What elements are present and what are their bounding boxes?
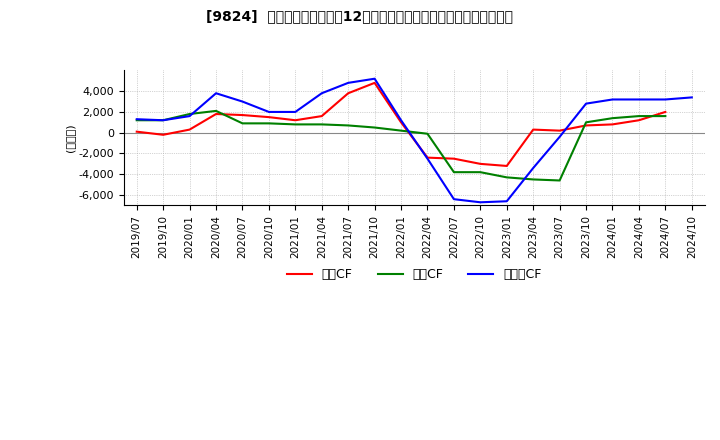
- 投資CF: [370, 125, 379, 130]
- 投資CF: [582, 120, 590, 125]
- 投資CF: [529, 177, 538, 182]
- 投資CF: [634, 114, 643, 119]
- 営業CF: [503, 163, 511, 169]
- Legend: 営業CF, 投資CF, フリーCF: 営業CF, 投資CF, フリーCF: [282, 263, 546, 286]
- 投資CF: [449, 169, 458, 175]
- 投資CF: [132, 117, 141, 123]
- 投資CF: [608, 116, 617, 121]
- 投資CF: [397, 128, 405, 133]
- Y-axis label: (百万円): (百万円): [66, 124, 76, 152]
- Line: フリーCF: フリーCF: [137, 79, 692, 202]
- 営業CF: [555, 128, 564, 133]
- 営業CF: [318, 114, 326, 119]
- 営業CF: [423, 155, 432, 160]
- 営業CF: [132, 129, 141, 134]
- フリーCF: [132, 117, 141, 122]
- フリーCF: [608, 97, 617, 102]
- フリーCF: [344, 80, 353, 85]
- 投資CF: [423, 131, 432, 136]
- 投資CF: [503, 175, 511, 180]
- 投資CF: [344, 123, 353, 128]
- 営業CF: [212, 111, 220, 117]
- フリーCF: [555, 134, 564, 139]
- フリーCF: [212, 91, 220, 96]
- 営業CF: [449, 156, 458, 161]
- 営業CF: [344, 91, 353, 96]
- フリーCF: [264, 109, 273, 114]
- フリーCF: [370, 76, 379, 81]
- 営業CF: [397, 120, 405, 125]
- 投資CF: [555, 178, 564, 183]
- フリーCF: [661, 97, 670, 102]
- 営業CF: [634, 117, 643, 123]
- フリーCF: [397, 117, 405, 123]
- 営業CF: [661, 109, 670, 114]
- フリーCF: [582, 101, 590, 106]
- 投資CF: [291, 122, 300, 127]
- 投資CF: [476, 169, 485, 175]
- フリーCF: [423, 156, 432, 161]
- フリーCF: [634, 97, 643, 102]
- Text: [9824]  キャッシュフローの12か月移動合計の対前年同期増減額の推移: [9824] キャッシュフローの12か月移動合計の対前年同期増減額の推移: [207, 9, 513, 23]
- フリーCF: [503, 198, 511, 204]
- 営業CF: [291, 117, 300, 123]
- Line: 営業CF: 営業CF: [137, 83, 665, 166]
- 投資CF: [159, 117, 168, 123]
- 投資CF: [238, 121, 247, 126]
- フリーCF: [449, 197, 458, 202]
- フリーCF: [238, 99, 247, 104]
- フリーCF: [688, 95, 696, 100]
- フリーCF: [318, 91, 326, 96]
- 営業CF: [582, 123, 590, 128]
- Line: 投資CF: 投資CF: [137, 111, 665, 180]
- 投資CF: [318, 122, 326, 127]
- 投資CF: [212, 108, 220, 114]
- 営業CF: [529, 127, 538, 132]
- 投資CF: [185, 111, 194, 117]
- 営業CF: [476, 161, 485, 166]
- 営業CF: [238, 112, 247, 117]
- 営業CF: [185, 127, 194, 132]
- 投資CF: [264, 121, 273, 126]
- 営業CF: [264, 114, 273, 120]
- フリーCF: [529, 165, 538, 171]
- フリーCF: [476, 200, 485, 205]
- 投資CF: [661, 114, 670, 119]
- フリーCF: [159, 117, 168, 123]
- フリーCF: [291, 109, 300, 114]
- 営業CF: [370, 80, 379, 85]
- 営業CF: [159, 132, 168, 137]
- 営業CF: [608, 122, 617, 127]
- フリーCF: [185, 114, 194, 119]
